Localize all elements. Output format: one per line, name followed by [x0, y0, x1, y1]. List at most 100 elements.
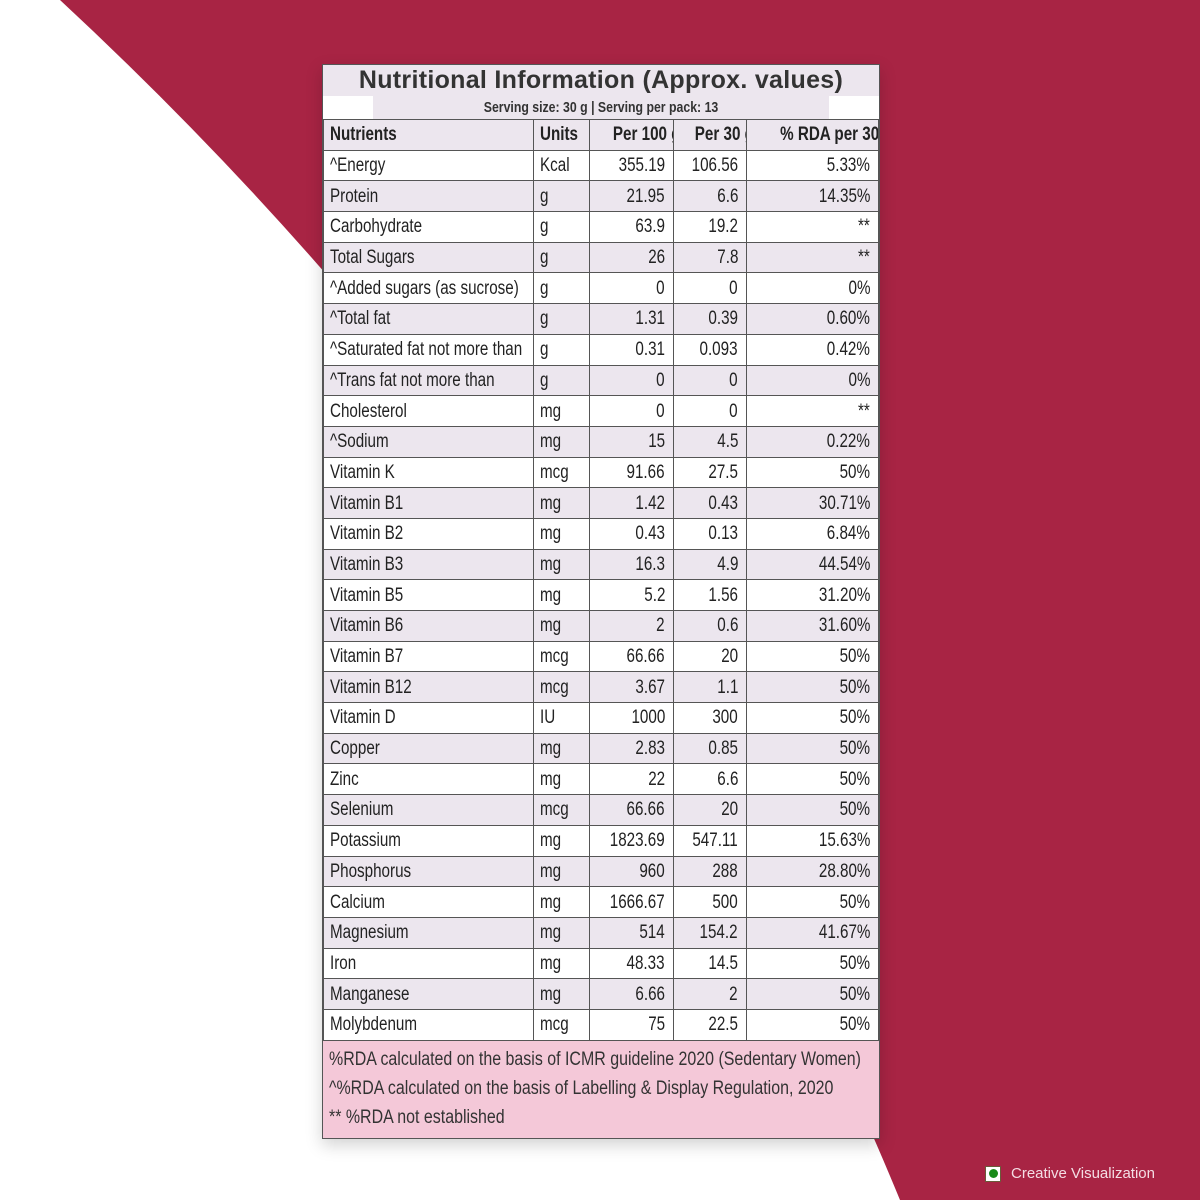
table-row: Phosphorus mg 960 288 28.80%: [323, 855, 879, 888]
cell-text: 14.35%: [818, 185, 870, 207]
cell-text: 22: [648, 768, 665, 790]
table-cell: 31.20%: [746, 579, 879, 611]
label-title: Nutritional Information (Approx. values): [323, 65, 879, 96]
table-cell: 27.5: [673, 456, 747, 489]
table-cell: 14.5: [673, 947, 747, 980]
cell-text: 0: [729, 400, 738, 422]
cell-text: 154.2: [699, 922, 738, 944]
cell-text: 0: [729, 277, 738, 299]
cell-text: mcg: [540, 461, 569, 483]
cell-text: 1.1: [716, 676, 738, 698]
cell-text: 48.33: [626, 952, 665, 974]
table-cell: 50%: [746, 640, 879, 673]
cell-text: 30.71%: [818, 492, 870, 514]
table-row: Vitamin D IU 1000 300 50%: [323, 702, 879, 734]
table-cell: mcg: [533, 640, 590, 673]
cell-text: 0.13: [708, 523, 738, 545]
cell-text: 44.54%: [818, 553, 870, 575]
cell-text: 6.84%: [826, 523, 870, 545]
table-cell: 50%: [746, 978, 879, 1010]
cell-text: 63.9: [635, 216, 665, 238]
table-cell: 0.43: [673, 487, 747, 519]
table-cell: g: [533, 241, 590, 274]
table-cell: 0: [589, 272, 674, 305]
cell-text: 5.33%: [826, 155, 870, 177]
table-row: Copper mg 2.83 0.85 50%: [323, 732, 879, 765]
table-cell: 547.11: [673, 824, 747, 857]
table-row: Molybdenum mcg 75 22.5 50%: [323, 1008, 879, 1041]
cell-text: mg: [540, 768, 562, 790]
cell-text: 66.66: [626, 646, 665, 668]
cell-text: 0.43: [635, 523, 665, 545]
table-cell: 50%: [746, 732, 879, 765]
cell-text: Vitamin B6: [330, 615, 404, 637]
table-cell: 30.71%: [746, 487, 879, 519]
table-cell: 48.33: [589, 947, 674, 980]
cell-text: 0: [729, 369, 738, 391]
cell-text: 15: [648, 431, 665, 453]
cell-text: 0.39: [708, 308, 738, 330]
table-cell: mg: [533, 548, 590, 581]
table-cell: Vitamin B2: [323, 517, 534, 550]
cell-text: 26: [648, 247, 665, 269]
cell-text: 75: [648, 1014, 665, 1036]
table-row: ^Saturated fat not more than g 0.31 0.093 0.…: [323, 333, 879, 366]
cell-text: ^Added sugars (as sucrose): [330, 277, 519, 299]
footnote: ^%RDA calculated on the basis of Labelli…: [329, 1077, 834, 1099]
cell-text: 1000: [631, 707, 665, 729]
cell-text: mcg: [540, 799, 569, 821]
cell-text: Carbohydrate: [330, 216, 423, 238]
cell-text: 31.20%: [818, 584, 870, 606]
cell-text: 50%: [839, 983, 870, 1005]
cell-text: 50%: [839, 799, 870, 821]
table-cell: mg: [533, 579, 590, 611]
table-cell: 1.1: [673, 671, 747, 704]
table-cell: 6.66: [589, 978, 674, 1010]
cell-text: 355.19: [618, 155, 666, 177]
table-row: ^Sodium mg 15 4.5 0.22%: [323, 425, 879, 458]
table-row: Total Sugars g 26 7.8 **: [323, 241, 879, 274]
cell-text: mg: [540, 922, 562, 944]
cell-text: 2: [656, 615, 665, 637]
table-cell: 960: [589, 855, 674, 888]
table-cell: Selenium: [323, 794, 534, 826]
table-cell: Vitamin B12: [323, 671, 534, 704]
cell-text: 0.6: [716, 615, 738, 637]
cell-text: 4.9: [716, 553, 738, 575]
cell-text: 7.8: [716, 247, 738, 269]
table-cell: IU: [533, 702, 590, 734]
table-cell: 3.67: [589, 671, 674, 704]
table-cell: mg: [533, 487, 590, 519]
table-cell: g: [533, 180, 590, 213]
table-cell: 0: [673, 395, 747, 427]
column-header-text: Per 30 g: [694, 124, 746, 146]
table-cell: Total Sugars: [323, 241, 534, 274]
cell-text: 50%: [839, 1014, 870, 1036]
footnotes: %RDA calculated on the basis of ICMR gui…: [323, 1040, 879, 1138]
cell-text: 14.5: [708, 952, 738, 974]
cell-text: ^Energy: [330, 155, 386, 177]
table-cell: 75: [589, 1008, 674, 1041]
table-cell: 0: [589, 395, 674, 427]
cell-text: 0.31: [635, 339, 665, 361]
table-cell: 500: [673, 886, 747, 918]
cell-text: 547.11: [692, 830, 738, 852]
table-cell: 1666.67: [589, 886, 674, 918]
cell-text: 2: [729, 983, 738, 1005]
cell-text: IU: [540, 707, 556, 729]
table-cell: mg: [533, 425, 590, 458]
cell-text: 2.83: [635, 738, 665, 760]
nutrition-label: Nutritional Information (Approx. values)…: [322, 64, 880, 1139]
table-cell: 0: [673, 272, 747, 305]
cell-text: 50%: [839, 768, 870, 790]
cell-text: Copper: [330, 738, 380, 760]
cell-text: ^Trans fat not more than: [330, 369, 495, 391]
table-row: Magnesium mg 514 154.2 41.67%: [323, 916, 879, 949]
table-cell: Calcium: [323, 886, 534, 918]
table-cell: g: [533, 333, 590, 366]
cell-text: Vitamin K: [330, 461, 395, 483]
cell-text: 66.66: [626, 799, 665, 821]
table-cell: Kcal: [533, 149, 590, 182]
cell-text: 20: [721, 646, 738, 668]
column-header: Units: [533, 119, 590, 151]
